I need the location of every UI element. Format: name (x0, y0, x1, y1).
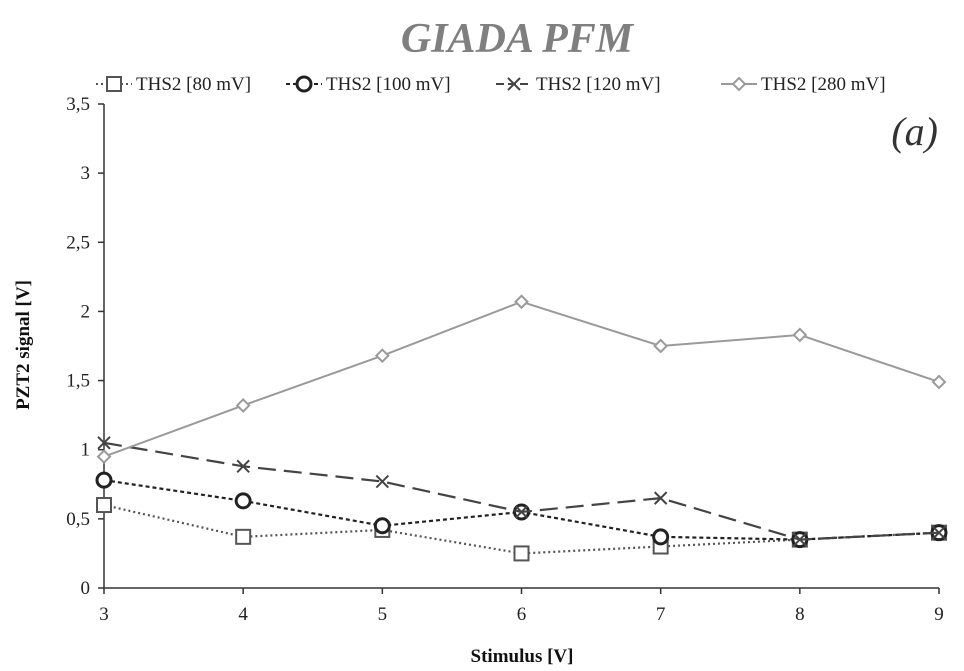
legend-marker (106, 76, 122, 92)
data-point (373, 517, 391, 535)
data-point (514, 294, 529, 310)
y-tick-label: 3,5 (66, 94, 90, 115)
data-point (931, 374, 947, 390)
data-point (234, 492, 252, 510)
legend-marker (507, 77, 521, 91)
x-tick-label: 9 (934, 604, 944, 625)
legend: THS2 [80 mV] THS2 [100 mV] THS2 [120 mV] TH… (96, 74, 886, 95)
legend-marker (295, 75, 313, 93)
data-point (97, 436, 111, 450)
data-point (932, 525, 946, 540)
legend-label: THS2 [280 mV] (761, 74, 886, 95)
y-axis-label: PZT2 signal [V] (13, 280, 34, 410)
x-tick-label: 5 (378, 604, 388, 625)
y-tick-label: 2 (81, 301, 91, 322)
y-tick-label: 1 (81, 440, 91, 461)
data-point (374, 348, 390, 364)
data-point (793, 532, 807, 547)
legend-label: THS2 [120 mV] (536, 74, 661, 95)
data-point (375, 474, 390, 489)
x-tick-label: 4 (238, 604, 248, 625)
data-point (653, 491, 668, 505)
legend-item: THS2 [100 mV] (286, 74, 451, 95)
legend-item: THS2 [80 mV] (96, 74, 251, 95)
legend-label: THS2 [80 mV] (136, 74, 251, 95)
series-2 (95, 471, 948, 549)
series-4 (96, 294, 947, 465)
data-point (513, 545, 530, 562)
legend-marker (731, 76, 747, 92)
data-point (652, 528, 670, 546)
chart-title: GIADA PFM (401, 16, 635, 62)
y-tick-label: 0,5 (66, 509, 90, 530)
data-point (792, 327, 808, 343)
y-tick-label: 3 (81, 163, 91, 184)
legend-item: THS2 [120 mV] (496, 74, 661, 95)
data-point (653, 338, 669, 354)
x-axis-label: Stimulus [V] (471, 646, 574, 667)
y-tick-label: 0 (81, 578, 91, 599)
series-line (103, 300, 940, 458)
x-tick-label: 7 (656, 604, 666, 625)
x-tick-label: 3 (99, 604, 109, 625)
legend-label: THS2 [100 mV] (326, 74, 451, 95)
axes: 0 0,5 1 1,5 2 2,5 3 3,5 3 4 5 6 7 8 9 (66, 94, 944, 625)
data-point (96, 449, 112, 465)
series-line (103, 441, 940, 541)
data-point (95, 471, 113, 489)
series-layer (95, 294, 948, 562)
x-tick-label: 8 (795, 604, 805, 625)
y-tick-label: 1,5 (66, 371, 90, 392)
data-point (235, 398, 251, 413)
data-point (514, 505, 529, 519)
series-3 (97, 436, 946, 547)
data-point (236, 459, 250, 474)
data-point (235, 528, 252, 545)
data-point (96, 497, 112, 514)
x-tick-label: 6 (517, 604, 527, 625)
y-tick-label: 2,5 (66, 232, 90, 253)
legend-item: THS2 [280 mV] (721, 74, 886, 95)
panel-label: (a) (891, 109, 938, 154)
